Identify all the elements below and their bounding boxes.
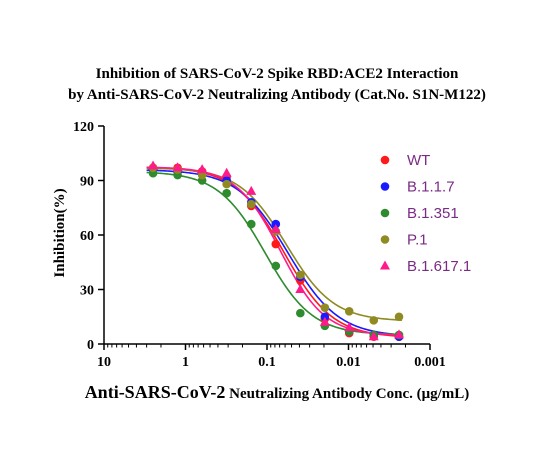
y-tick-label: 90: [80, 175, 94, 190]
axes: 0 30 60 90 120 10 1 0.1 0.01 0.001: [73, 120, 446, 370]
legend-label: B.1.617.1: [407, 258, 471, 275]
x-tick-label: 0.1: [258, 355, 276, 370]
data-point: [197, 164, 208, 174]
data-point: [344, 307, 354, 316]
data-point: [172, 162, 183, 172]
chart-title-line-2: by Anti-SARS-CoV-2 Neutralizing Antibody…: [68, 87, 486, 103]
data-point: [320, 303, 330, 312]
data-point: [368, 331, 379, 341]
legend-marker: [380, 260, 390, 270]
y-tick-label: 0: [87, 338, 94, 353]
data-point: [148, 160, 159, 170]
data-point: [296, 270, 305, 280]
fit-curve-B.1.351: [146, 171, 403, 336]
legend-marker: [380, 208, 390, 218]
fit-curves: [146, 166, 403, 338]
legend: WT B.1.1.7 B.1.351 P.1 B.1.617.1: [380, 152, 471, 275]
data-point: [394, 312, 404, 322]
x-tick-label: 0.01: [336, 355, 361, 370]
x-tick-label: 0.001: [414, 355, 446, 370]
legend-marker: [380, 182, 390, 191]
legend-label: WT: [407, 152, 430, 169]
data-points: [148, 160, 405, 342]
y-tick-label: 60: [80, 229, 94, 244]
y-tick-label: 120: [73, 120, 94, 135]
legend-marker: [380, 235, 390, 244]
data-point: [222, 188, 231, 198]
x-tick-label: 10: [97, 355, 111, 370]
x-tick-label: 1: [182, 355, 189, 370]
fit-curve-WT: [146, 166, 403, 338]
data-point: [246, 199, 256, 209]
data-point: [344, 322, 355, 332]
y-axis-label: Inhibition(%): [52, 188, 68, 277]
x-axis-label: Anti-SARS-CoV-2 Neutralizing Antibody Co…: [85, 382, 470, 402]
data-point: [246, 219, 256, 229]
x-axis-label-main: Anti-SARS-CoV-2: [85, 382, 226, 402]
data-point: [319, 316, 330, 326]
data-point: [221, 167, 232, 177]
data-point: [222, 179, 231, 189]
fit-curve-B.1.617.1: [146, 166, 403, 336]
y-tick-label: 30: [80, 284, 94, 299]
data-point: [295, 284, 306, 293]
legend-label: B.1.1.7: [407, 179, 455, 196]
data-point: [246, 185, 257, 195]
legend-label: B.1.351: [407, 205, 459, 222]
data-point: [394, 329, 405, 339]
data-point: [369, 316, 379, 325]
chart-title-line-1: Inhibition of SARS-CoV-2 Spike RBD:ACE2 …: [96, 66, 459, 82]
data-point: [296, 308, 305, 318]
data-point: [271, 261, 281, 271]
legend-label: P.1: [407, 232, 428, 249]
legend-marker: [380, 155, 390, 165]
data-point: [270, 224, 281, 234]
x-axis-label-rest: Neutralizing Antibody Conc. (μg/mL): [225, 386, 469, 402]
data-point: [271, 239, 281, 249]
fit-curve-B.1.1.7: [146, 169, 403, 336]
